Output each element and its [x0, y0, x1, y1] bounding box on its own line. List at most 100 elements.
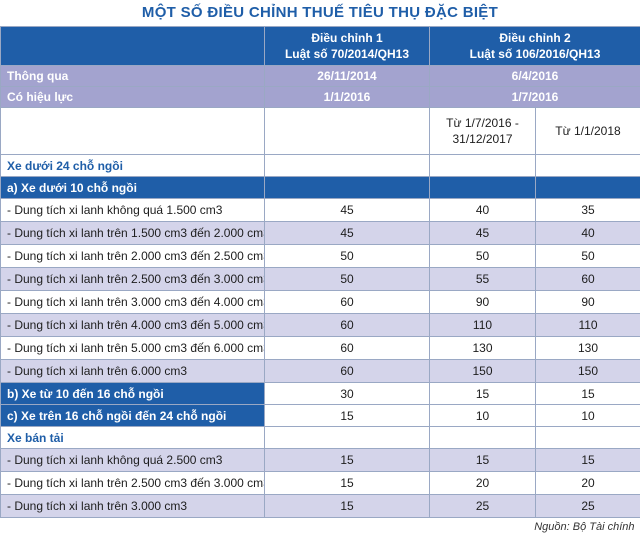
- rate-adj1: 60: [264, 359, 430, 383]
- rate-adj2-period2: 150: [534, 359, 640, 383]
- rate-adj1: 15: [264, 448, 430, 472]
- row-label: - Dung tích xi lanh trên 3.000 cm3: [0, 494, 265, 518]
- header-row: Điều chỉnh 1 Luật số 70/2014/QH13 Điều c…: [0, 26, 640, 66]
- subheader-period-1: Từ 1/7/2016 - 31/12/2017: [429, 107, 536, 155]
- table-row: - Dung tích xi lanh không quá 2.500 cm3 …: [0, 448, 640, 472]
- rate-adj2-period1: 25: [429, 494, 536, 518]
- meta-row-passed: Thông qua 26/11/2014 6/4/2016: [0, 65, 640, 87]
- section-label: c) Xe trên 16 chỗ ngồi đến 24 chỗ ngồi: [0, 404, 265, 427]
- section-row-cars-16-24: c) Xe trên 16 chỗ ngồi đến 24 chỗ ngồi 1…: [0, 404, 640, 427]
- page-title: MỘT SỐ ĐIỀU CHỈNH THUẾ TIÊU THỤ ĐẶC BIỆT: [141, 4, 499, 21]
- table-row: - Dung tích xi lanh trên 3.000 cm3 15 25…: [0, 494, 640, 518]
- rate-adj2-period1: 15: [429, 448, 536, 472]
- section-row-cars-10-16: b) Xe từ 10 đến 16 chỗ ngồi 30 15 15: [0, 382, 640, 405]
- rate-adj2-period1: 50: [429, 244, 536, 268]
- table-row: - Dung tích xi lanh trên 5.000 cm3 đến 6…: [0, 336, 640, 360]
- subheader-empty: [264, 107, 430, 155]
- rate-adj1: 15: [264, 494, 430, 518]
- rate-adj2-period2: 60: [534, 267, 640, 291]
- rate-adj2-period2: 20: [534, 471, 640, 495]
- rate-adj2-period1: 90: [429, 290, 536, 314]
- rate-adj2-period1: 10: [429, 404, 536, 427]
- period-1-start: Từ 1/7/2016 -: [446, 116, 519, 130]
- row-label: - Dung tích xi lanh không quá 1.500 cm3: [0, 198, 265, 222]
- rate-adj2-period1: 40: [429, 198, 536, 222]
- tax-table: Điều chỉnh 1 Luật số 70/2014/QH13 Điều c…: [0, 26, 640, 536]
- rate-adj1: 60: [264, 336, 430, 360]
- table-row: - Dung tích xi lanh không quá 1.500 cm3 …: [0, 198, 640, 222]
- subheader-period-2: Từ 1/1/2018: [534, 107, 640, 155]
- section-label: Xe dưới 24 chỗ ngồi: [0, 154, 265, 177]
- section-label: Xe bán tải: [0, 426, 265, 449]
- rate-adj2-period2: 40: [534, 221, 640, 245]
- period-1-end: 31/12/2017: [452, 132, 513, 146]
- table-row: - Dung tích xi lanh trên 6.000 cm3 60 15…: [0, 359, 640, 383]
- section-row-cars-under-24: Xe dưới 24 chỗ ngồi: [0, 154, 640, 177]
- rate-adj2-period2: 15: [534, 448, 640, 472]
- empty-cell: [534, 426, 640, 449]
- subheader-empty: [0, 107, 265, 155]
- rate-adj1: 15: [264, 404, 430, 427]
- rate-adj2-period2: 15: [534, 382, 640, 405]
- row-label: - Dung tích xi lanh trên 4.000 cm3 đến 5…: [0, 313, 265, 337]
- empty-cell: [264, 154, 430, 177]
- rate-adj2-period1: 150: [429, 359, 536, 383]
- empty-cell: [429, 154, 536, 177]
- rate-adj2-period1: 130: [429, 336, 536, 360]
- row-label: - Dung tích xi lanh trên 2.500 cm3 đến 3…: [0, 471, 265, 495]
- rate-adj1: 30: [264, 382, 430, 405]
- section-label: a) Xe dưới 10 chỗ ngồi: [0, 176, 265, 199]
- rate-adj2-period2: 50: [534, 244, 640, 268]
- table-row: - Dung tích xi lanh trên 1.500 cm3 đến 2…: [0, 221, 640, 245]
- header-adjustment-2: Điều chỉnh 2 Luật số 106/2016/QH13: [428, 26, 640, 66]
- row-label: - Dung tích xi lanh trên 5.000 cm3 đến 6…: [0, 336, 265, 360]
- header-adj1-law: Luật số 70/2014/QH13: [284, 47, 410, 61]
- header-adj2-law: Luật số 106/2016/QH13: [469, 47, 601, 61]
- empty-cell: [429, 426, 536, 449]
- table-row: - Dung tích xi lanh trên 2.000 cm3 đến 2…: [0, 244, 640, 268]
- rate-adj1: 60: [264, 313, 430, 337]
- empty-cell: [429, 176, 536, 199]
- meta-label: Thông qua: [0, 65, 265, 87]
- rate-adj1: 50: [264, 267, 430, 291]
- header-adj2-title: Điều chỉnh 2: [499, 31, 571, 45]
- rate-adj1: 45: [264, 198, 430, 222]
- empty-cell: [264, 176, 430, 199]
- row-label: - Dung tích xi lanh trên 2.500 cm3 đến 3…: [0, 267, 265, 291]
- rate-adj2-period1: 45: [429, 221, 536, 245]
- subheader-row: Từ 1/7/2016 - 31/12/2017 Từ 1/1/2018: [0, 107, 640, 155]
- rate-adj1: 15: [264, 471, 430, 495]
- section-row-cars-under-10: a) Xe dưới 10 chỗ ngồi: [0, 176, 640, 199]
- source-row: Nguồn: Bộ Tài chính: [1, 518, 640, 537]
- meta-row-effective: Có hiệu lực 1/1/2016 1/7/2016: [0, 86, 640, 108]
- rate-adj2-period2: 10: [534, 404, 640, 427]
- section-row-pickup: Xe bán tải: [0, 426, 640, 449]
- rate-adj2-period2: 110: [534, 313, 640, 337]
- table-row: - Dung tích xi lanh trên 4.000 cm3 đến 5…: [0, 313, 640, 337]
- table-row: - Dung tích xi lanh trên 3.000 cm3 đến 4…: [0, 290, 640, 314]
- section-label: b) Xe từ 10 đến 16 chỗ ngồi: [0, 382, 265, 405]
- rate-adj2-period2: 35: [534, 198, 640, 222]
- rate-adj1: 50: [264, 244, 430, 268]
- meta-label: Có hiệu lực: [0, 86, 265, 108]
- header-adj1-title: Điều chỉnh 1: [311, 31, 383, 45]
- rate-adj2-period2: 25: [534, 494, 640, 518]
- rate-adj2-period2: 90: [534, 290, 640, 314]
- source-note: Nguồn: Bộ Tài chính: [534, 521, 635, 533]
- empty-cell: [534, 154, 640, 177]
- header-adjustment-1: Điều chỉnh 1 Luật số 70/2014/QH13: [264, 26, 430, 66]
- rate-adj2-period1: 55: [429, 267, 536, 291]
- row-label: - Dung tích xi lanh không quá 2.500 cm3: [0, 448, 265, 472]
- meta-value: 6/4/2016: [428, 65, 640, 87]
- row-label: - Dung tích xi lanh trên 6.000 cm3: [0, 359, 265, 383]
- table-row: - Dung tích xi lanh trên 2.500 cm3 đến 3…: [0, 471, 640, 495]
- empty-cell: [534, 176, 640, 199]
- row-label: - Dung tích xi lanh trên 1.500 cm3 đến 2…: [0, 221, 265, 245]
- rate-adj2-period1: 15: [429, 382, 536, 405]
- rate-adj2-period1: 110: [429, 313, 536, 337]
- meta-value: 26/11/2014: [264, 65, 430, 87]
- rate-adj1: 60: [264, 290, 430, 314]
- rate-adj2-period1: 20: [429, 471, 536, 495]
- row-label: - Dung tích xi lanh trên 3.000 cm3 đến 4…: [0, 290, 265, 314]
